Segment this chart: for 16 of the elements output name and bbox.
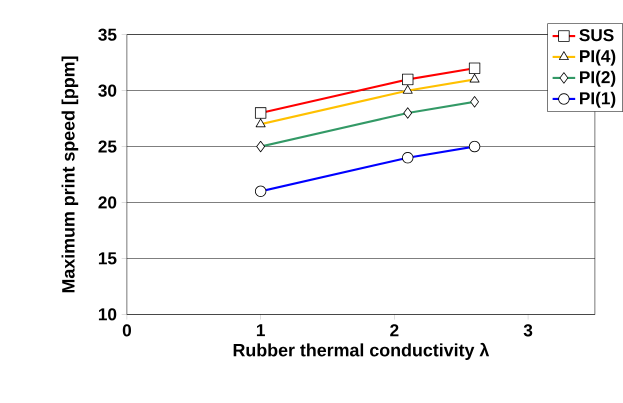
x-tick-label: 3 (524, 324, 532, 337)
legend-label: PI(2) (580, 70, 616, 87)
legend-label: SUS (579, 29, 614, 42)
y-tick-label: 35 (98, 28, 116, 42)
x-tick-label: 2 (390, 324, 398, 336)
y-tick-label: 20 (98, 196, 116, 209)
x-tick-label: 0 (122, 324, 131, 337)
y-tick-label: 25 (98, 140, 116, 153)
x-axis-title: Rubber thermal conductivity λ (234, 343, 490, 360)
legend-label: PI(4) (580, 50, 616, 66)
y-tick-label: 15 (98, 252, 116, 265)
y-tick-label: 30 (98, 84, 116, 97)
legend-label: PI(1) (580, 92, 616, 108)
y-tick-label: 10 (98, 308, 116, 321)
x-tick-label: 1 (256, 324, 265, 336)
y-axis-title: Maximum print speed [ppm] (62, 56, 78, 293)
